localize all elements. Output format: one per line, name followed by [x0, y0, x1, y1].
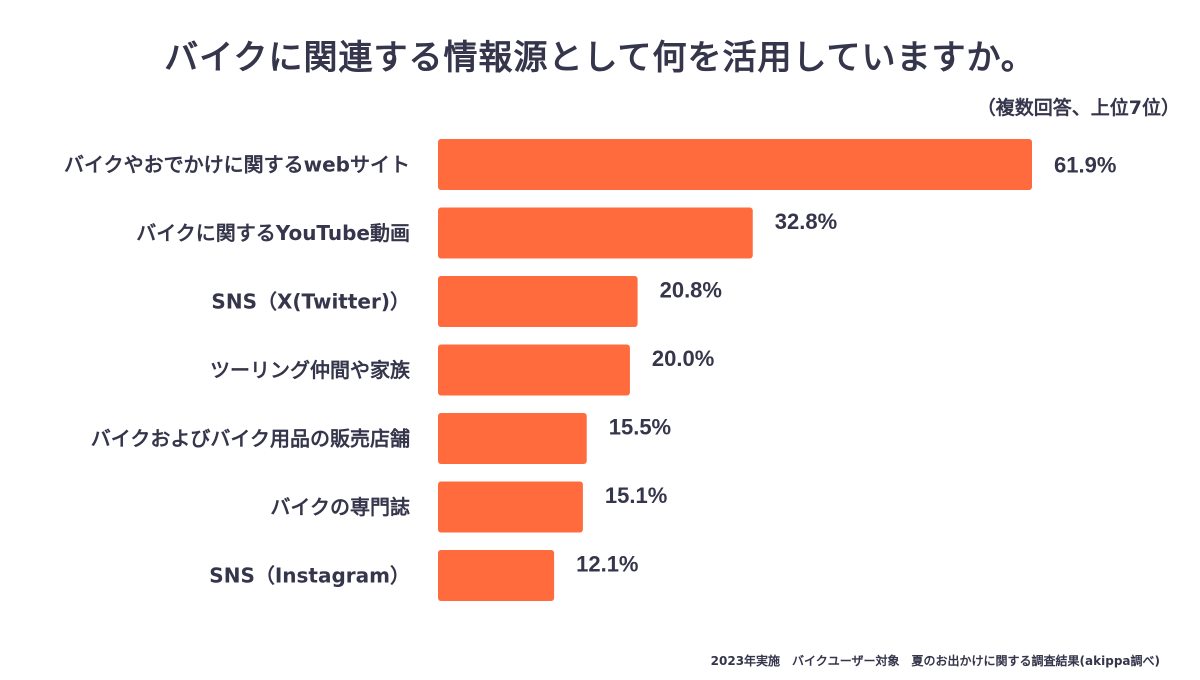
- category-label-7: SNS（Instagram）: [209, 564, 410, 588]
- value-label-2: 32.8%: [775, 209, 837, 234]
- category-label-1: バイクやおでかけに関するwebサイト: [64, 153, 410, 177]
- bar-5: [438, 413, 587, 464]
- bar-1: [438, 139, 1032, 190]
- category-label-5: バイクおよびバイク用品の販売店舗: [91, 427, 410, 451]
- value-label-5: 15.5%: [609, 415, 671, 440]
- source-footnote: 2023年実施 バイクユーザー対象 夏のお出かけに関する調査結果(akippa調…: [710, 654, 1160, 668]
- chart-title: バイクに関連する情報源として何を活用していますか。: [164, 38, 1036, 78]
- value-label-7: 12.1%: [576, 552, 638, 577]
- bar-3: [438, 276, 638, 327]
- bar-4: [438, 344, 630, 396]
- value-label-4: 20.0%: [652, 346, 714, 371]
- category-label-3: SNS（X(Twitter)）: [211, 290, 410, 314]
- bar-2: [438, 207, 753, 259]
- value-label-3: 20.8%: [660, 278, 722, 303]
- category-label-2: バイクに関するYouTube動画: [136, 221, 410, 245]
- bar-6: [438, 481, 583, 533]
- value-label-6: 15.1%: [605, 483, 667, 508]
- category-label-4: ツーリング仲間や家族: [210, 358, 411, 382]
- bar-chart: バイクやおでかけに関するwebサイト 61.9% バイクに関するYouTube動画 3…: [64, 139, 1116, 601]
- bar-7: [438, 550, 555, 601]
- category-label-6: バイクの専門誌: [270, 495, 410, 519]
- value-label-1: 61.9%: [1054, 153, 1116, 178]
- chart-subtitle: （複数回答、上位7位）: [976, 97, 1180, 119]
